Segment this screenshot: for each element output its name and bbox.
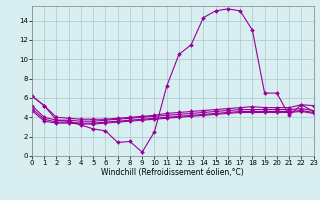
X-axis label: Windchill (Refroidissement éolien,°C): Windchill (Refroidissement éolien,°C) — [101, 168, 244, 177]
